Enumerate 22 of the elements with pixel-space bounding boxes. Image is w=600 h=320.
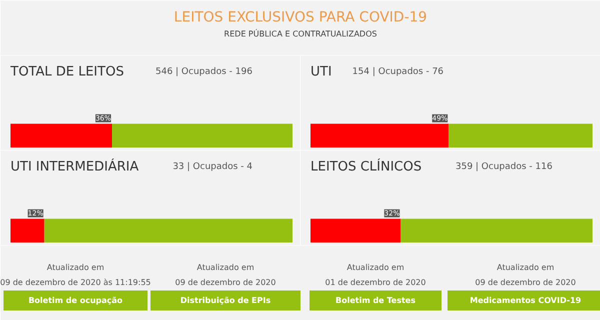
- chart-subtitle: 154 | Ocupados - 76: [352, 66, 444, 77]
- text: Distribuição de EPIs: [180, 296, 271, 305]
- text: Atualizado em: [346, 263, 404, 272]
- chart-title: UTI: [310, 64, 332, 80]
- chart-title: UTI INTERMEDIÁRIA: [10, 157, 139, 174]
- chart-title: TOTAL DE LEITOS: [10, 64, 124, 80]
- text: Boletim de Testes: [336, 296, 416, 305]
- text: Atualizado em: [46, 263, 104, 272]
- text: 09 de dezembro de 2020: [475, 278, 576, 287]
- text: 09 de dezembro de 2020 às 11:19:55: [0, 278, 151, 287]
- chart-subtitle: 546 | Ocupados - 196: [156, 66, 253, 77]
- text: LEITOS EXCLUSIVOS PARA COVID-19: [174, 10, 428, 26]
- text: 09 de dezembro de 2020: [175, 278, 276, 287]
- text: Medicamentos COVID-19: [470, 296, 582, 305]
- chart-title: LEITOS CLÍNICOS: [310, 157, 422, 174]
- chart-subtitle: 359 | Ocupados - 116: [456, 162, 553, 172]
- text: REDE PÚBLICA E CONTRATUALIZADOS: [224, 28, 377, 38]
- text: 01 de dezembro de 2020: [325, 278, 426, 287]
- chart-subtitle: 33 | Ocupados - 4: [172, 162, 253, 172]
- text: Atualizado em: [496, 263, 554, 272]
- text: Boletim de ocupação: [28, 296, 124, 305]
- text: Atualizado em: [196, 263, 254, 272]
